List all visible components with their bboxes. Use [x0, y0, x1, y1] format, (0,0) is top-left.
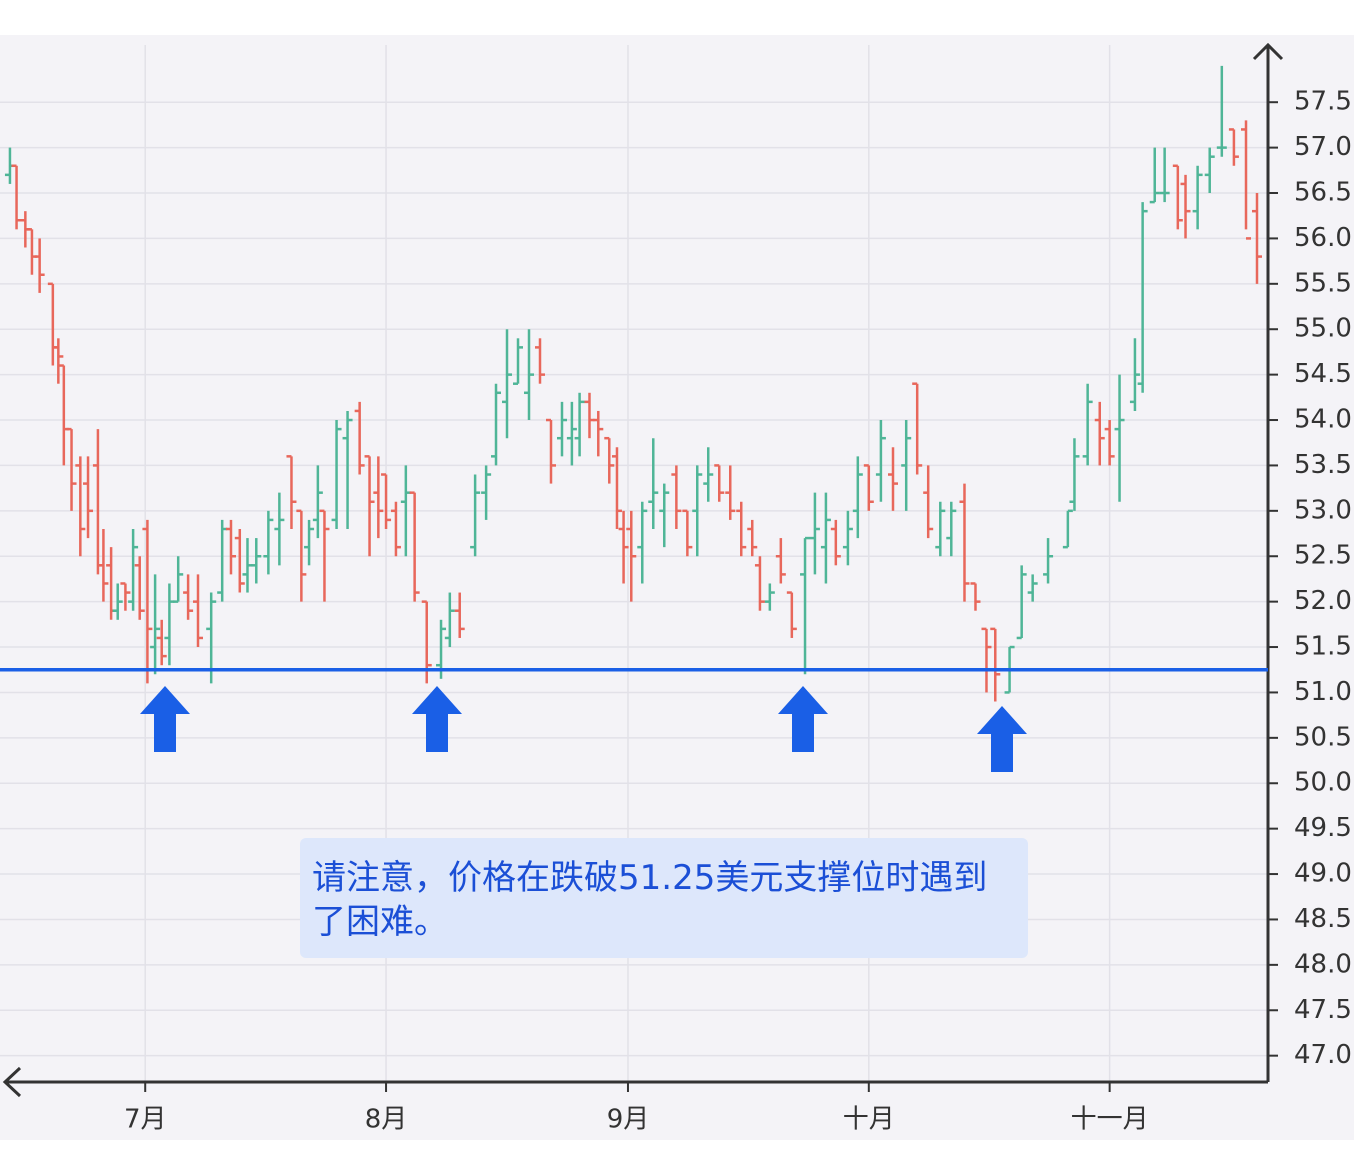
- y-tick-label: 52.0: [1294, 586, 1352, 616]
- arrows: [140, 686, 1027, 772]
- y-tick-label: 51.5: [1294, 632, 1352, 662]
- y-tick-label: 57.0: [1294, 132, 1352, 162]
- arrow: [977, 706, 1027, 772]
- annotation-box: 请注意，价格在跌破51.25美元支撑位时遇到了困难。: [300, 838, 1028, 958]
- y-tick-label: 53.5: [1294, 450, 1352, 480]
- x-tick-label: 十一月: [1071, 1105, 1149, 1135]
- x-tick-label: 9月: [607, 1105, 650, 1135]
- x-tick-label: 8月: [365, 1105, 408, 1135]
- y-tick-label: 55.0: [1294, 314, 1352, 344]
- arrow: [140, 686, 190, 752]
- plot-background: [0, 35, 1354, 1140]
- y-tick-label: 51.0: [1294, 677, 1352, 707]
- annotation: 请注意，价格在跌破51.25美元支撑位时遇到了困难。: [312, 858, 988, 942]
- y-tick-label: 50.5: [1294, 722, 1352, 752]
- grid: [0, 45, 1268, 1082]
- y-tick-label: 48.0: [1294, 949, 1352, 979]
- x-tick-label: 7月: [124, 1105, 167, 1135]
- y-tick-label: 54.0: [1294, 405, 1352, 435]
- y-tick-label: 53.0: [1294, 495, 1352, 525]
- y-tick-label: 50.0: [1294, 768, 1352, 798]
- y-tick-label: 55.5: [1294, 268, 1352, 298]
- y-tick-label: 56.5: [1294, 178, 1352, 208]
- bars: [4, 65, 1263, 702]
- y-tick-label: 57.5: [1294, 87, 1352, 117]
- y-tick-label: 47.5: [1294, 995, 1352, 1025]
- x-axis-arrow: [2, 1066, 22, 1098]
- arrow: [412, 686, 462, 752]
- y-tick-label: 54.5: [1294, 359, 1352, 389]
- y-tick-label: 52.5: [1294, 541, 1352, 571]
- x-tick-label: 十月: [843, 1105, 895, 1135]
- y-tick-label: 49.0: [1294, 859, 1352, 889]
- y-tick-label: 47.0: [1294, 1040, 1352, 1070]
- y-tick-label: 56.0: [1294, 223, 1352, 253]
- arrow: [778, 686, 828, 752]
- y-tick-label: 48.5: [1294, 904, 1352, 934]
- y-axis-arrow: [1252, 42, 1284, 61]
- y-tick-label: 49.5: [1294, 813, 1352, 843]
